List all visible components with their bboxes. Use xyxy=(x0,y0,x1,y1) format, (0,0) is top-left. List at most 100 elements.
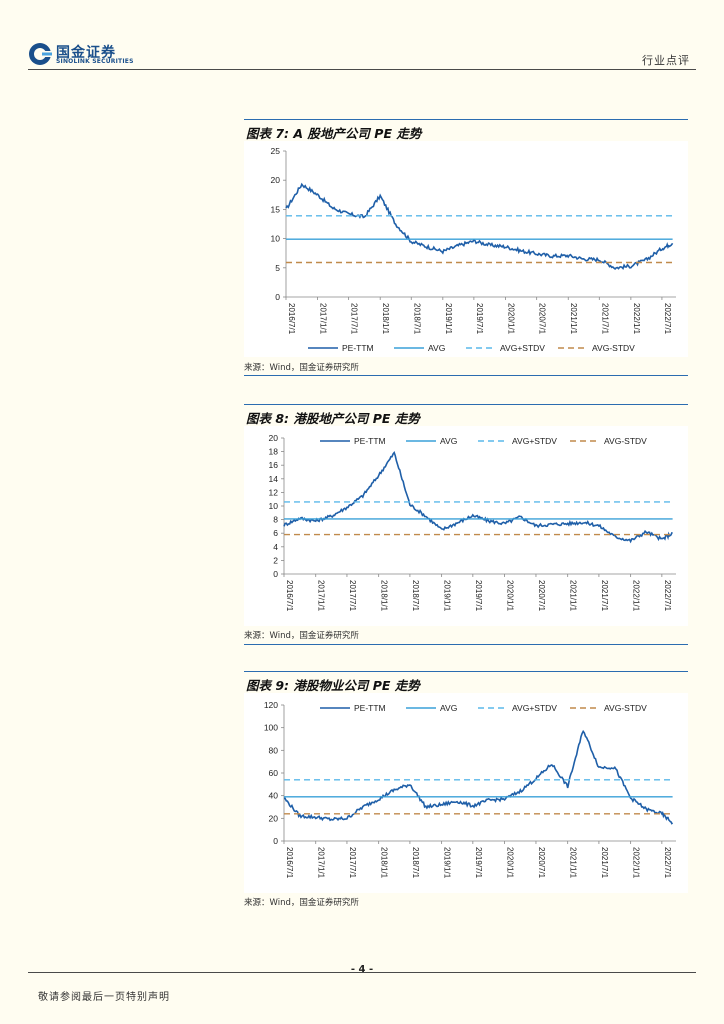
chart-area: 0 5 10 15 20 25 2016/7/1 2017/1/1 2017/7/1 2018/1… xyxy=(244,141,688,357)
legend-label: PE-TTM xyxy=(354,703,386,713)
figure-title: 图表 8: 港股地产公司 PE 走势 xyxy=(246,411,420,426)
legend-label: AVG-STDV xyxy=(604,436,647,446)
y-tick-label: 2 xyxy=(273,555,278,565)
x-tick-label: 2019/7/1 xyxy=(474,580,483,612)
legend-label: AVG xyxy=(440,703,457,713)
x-tick-label: 2017/1/1 xyxy=(317,847,326,879)
pe-line-chart: 0 5 10 15 20 25 2016/7/1 2017/1/1 2017/7/1 2018/1… xyxy=(271,146,676,353)
x-tick-label: 2016/7/1 xyxy=(287,303,296,335)
sinolink-logo-icon xyxy=(29,43,52,65)
x-tick-label: 2021/1/1 xyxy=(569,847,578,879)
y-tick-label: 6 xyxy=(273,528,278,538)
y-tick-label: 20 xyxy=(269,433,279,443)
x-tick-label: 2022/1/1 xyxy=(632,580,641,612)
y-tick-label: 25 xyxy=(271,146,281,156)
y-tick-label: 10 xyxy=(269,501,279,511)
pe-line-chart: 0 20 40 60 80 100 120 2016/7/1 2017/1/1 2017/7/1 2… xyxy=(264,700,676,879)
figure-bottom-divider xyxy=(244,644,688,645)
y-tick-label: 12 xyxy=(269,487,279,497)
page-footer: - 4 - 敬请参阅最后一页特别声明 xyxy=(0,960,724,1024)
x-tick-label: 2020/7/1 xyxy=(537,847,546,879)
y-tick-label: 16 xyxy=(269,460,279,470)
x-tick-label: 2018/1/1 xyxy=(380,580,389,612)
y-tick-label: 14 xyxy=(269,474,279,484)
figure-source: 来源：Wind，国金证券研究所 xyxy=(244,898,359,908)
x-tick-label: 2017/1/1 xyxy=(319,303,328,335)
chart-area: 0 2 4 6 8 10 12 14 16 18 20 2016/7/1 2017/1/1 2017/7/… xyxy=(244,426,688,626)
x-tick-label: 2017/7/1 xyxy=(348,847,357,879)
x-tick-label: 2018/1/1 xyxy=(380,847,389,879)
y-tick-label: 8 xyxy=(273,515,278,525)
y-tick-label: 4 xyxy=(273,542,278,552)
legend-label: AVG xyxy=(440,436,457,446)
x-tick-label: 2018/7/1 xyxy=(411,580,420,612)
chart-area: 0 20 40 60 80 100 120 2016/7/1 2017/1/1 2017/7/1 2… xyxy=(244,693,688,893)
x-tick-label: 2022/1/1 xyxy=(632,847,641,879)
figure-hk-property-mgmt-pe: 图表 9: 港股物业公司 PE 走势 0 20 40 60 80 100 120 2016/7… xyxy=(244,671,688,911)
x-tick-label: 2022/7/1 xyxy=(663,580,672,612)
x-tick-label: 2016/7/1 xyxy=(285,580,294,612)
y-tick-label: 0 xyxy=(275,292,280,302)
figure-bottom-divider xyxy=(244,375,688,376)
legend-label: AVG+STDV xyxy=(512,703,557,713)
y-tick-label: 5 xyxy=(275,263,280,273)
x-tick-label: 2021/7/1 xyxy=(600,303,609,335)
y-tick-label: 40 xyxy=(269,791,279,801)
figure-a-share-developer-pe: 图表 7: A 股地产公司 PE 走势 0 5 10 15 20 25 2016/7/1 20… xyxy=(244,119,688,376)
x-tick-label: 2019/7/1 xyxy=(474,847,483,879)
figure-title-bar: 图表 8: 港股地产公司 PE 走势 xyxy=(244,404,688,428)
logo-chinese-text: 国金证券 xyxy=(56,45,116,61)
y-tick-label: 20 xyxy=(271,175,281,185)
x-tick-label: 2021/7/1 xyxy=(600,847,609,879)
x-tick-label: 2018/7/1 xyxy=(411,847,420,879)
x-tick-label: 2019/1/1 xyxy=(443,847,452,879)
legend-label: AVG xyxy=(428,343,445,353)
section-label: 行业点评 xyxy=(642,54,690,67)
x-tick-label: 2022/1/1 xyxy=(632,303,641,335)
x-tick-label: 2020/7/1 xyxy=(538,303,547,335)
x-tick-label: 2021/7/1 xyxy=(600,580,609,612)
y-tick-label: 0 xyxy=(273,836,278,846)
page-header: 国金证券 SINOLINK SECURITIES 行业点评 xyxy=(0,0,724,74)
y-tick-label: 10 xyxy=(271,234,281,244)
figure-title: 图表 9: 港股物业公司 PE 走势 xyxy=(246,678,420,693)
x-tick-label: 2020/1/1 xyxy=(506,303,515,335)
y-tick-label: 80 xyxy=(269,745,279,755)
series-line-pe-ttm xyxy=(285,182,674,271)
legend-label: AVG-STDV xyxy=(604,703,647,713)
pe-line-chart: 0 2 4 6 8 10 12 14 16 18 20 2016/7/1 2017/1/1 2017/7/… xyxy=(269,433,676,612)
logo-english-text: SINOLINK SECURITIES xyxy=(56,58,134,65)
y-tick-label: 0 xyxy=(273,569,278,579)
x-tick-label: 2022/7/1 xyxy=(663,303,672,335)
figure-title-bar: 图表 9: 港股物业公司 PE 走势 xyxy=(244,671,688,695)
series-line-pe-ttm xyxy=(283,451,673,544)
x-tick-label: 2017/7/1 xyxy=(350,303,359,335)
legend-label: AVG-STDV xyxy=(592,343,635,353)
x-tick-label: 2017/7/1 xyxy=(348,580,357,612)
legend-label: PE-TTM xyxy=(354,436,386,446)
x-tick-label: 2018/1/1 xyxy=(381,303,390,335)
y-tick-label: 120 xyxy=(264,700,278,710)
x-tick-label: 2022/7/1 xyxy=(663,847,672,879)
series-line-pe-ttm xyxy=(284,729,674,825)
page-number: - 4 - xyxy=(350,964,374,975)
x-tick-label: 2019/1/1 xyxy=(444,303,453,335)
x-tick-label: 2019/7/1 xyxy=(475,303,484,335)
header-divider xyxy=(28,69,696,70)
sinolink-logo: 国金证券 SINOLINK SECURITIES xyxy=(28,42,158,68)
figure-source: 来源：Wind，国金证券研究所 xyxy=(244,631,359,641)
y-tick-label: 15 xyxy=(271,204,281,214)
legend-label: AVG+STDV xyxy=(512,436,557,446)
x-tick-label: 2018/7/1 xyxy=(412,303,421,335)
footer-divider xyxy=(28,972,696,973)
figure-title-bar: 图表 7: A 股地产公司 PE 走势 xyxy=(244,119,688,143)
x-tick-label: 2020/7/1 xyxy=(537,580,546,612)
y-tick-label: 60 xyxy=(269,768,279,778)
x-tick-label: 2017/1/1 xyxy=(317,580,326,612)
y-tick-label: 100 xyxy=(264,723,278,733)
y-tick-label: 20 xyxy=(269,813,279,823)
figure-source: 来源：Wind，国金证券研究所 xyxy=(244,363,359,373)
figure-title: 图表 7: A 股地产公司 PE 走势 xyxy=(246,126,422,141)
x-tick-label: 2019/1/1 xyxy=(443,580,452,612)
x-tick-label: 2020/1/1 xyxy=(506,847,515,879)
